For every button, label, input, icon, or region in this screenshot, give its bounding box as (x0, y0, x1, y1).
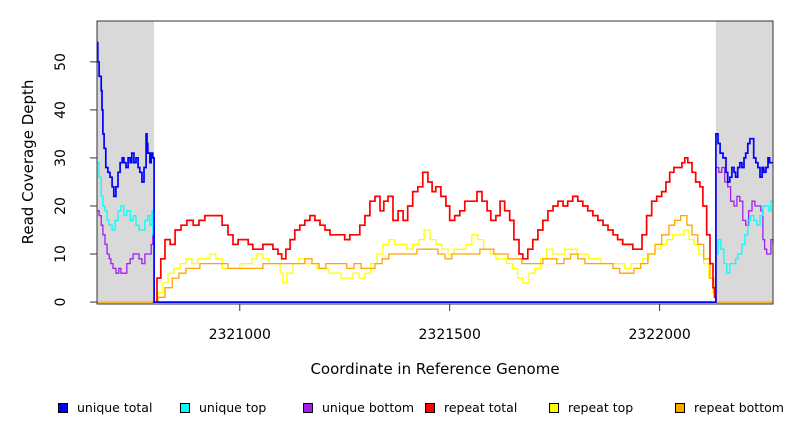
legend-swatch-unique-bottom (303, 403, 313, 413)
series-line-repeat-bottom (97, 214, 773, 303)
y-tick-label-50: 50 (53, 52, 69, 71)
legend-swatch-repeat-total (425, 403, 435, 413)
plot-border (96, 20, 774, 305)
x-axis-title: Coordinate in Reference Genome (310, 360, 560, 378)
legend-label-unique-bottom: unique bottom (322, 400, 415, 415)
legend-label-repeat-top: repeat top (568, 400, 634, 415)
legend-label-repeat-bottom: repeat bottom (694, 400, 784, 415)
y-tick-label-10: 10 (53, 245, 69, 263)
x-tick-label-2322000: 2322000 (628, 327, 691, 343)
series-line-unique-top (97, 162, 773, 303)
legend-swatch-unique-total (58, 403, 68, 413)
y-tick-label-30: 30 (53, 149, 69, 167)
legend-swatch-repeat-bottom (675, 403, 685, 413)
legend-label-unique-total: unique total (77, 400, 153, 415)
x-tick-label-2321000: 2321000 (208, 327, 271, 343)
x-tick-label-2321500: 2321500 (418, 327, 481, 343)
series-line-repeat-total (152, 157, 717, 303)
y-tick-label-40: 40 (53, 100, 69, 119)
legend-swatch-unique-top (180, 403, 190, 413)
series-line-unique-total (96, 41, 773, 303)
y-axis-title: Read Coverage Depth (19, 79, 37, 245)
y-tick-label-20: 20 (53, 197, 69, 215)
legend-swatch-repeat-top (549, 403, 559, 413)
series-line-repeat-top (152, 229, 717, 303)
legend: unique total unique top unique bottom repea… (0, 399, 792, 419)
legend-label-unique-top: unique top (199, 400, 267, 415)
legend-label-repeat-total: repeat total (444, 400, 518, 415)
y-tick-label-0: 0 (53, 297, 69, 307)
